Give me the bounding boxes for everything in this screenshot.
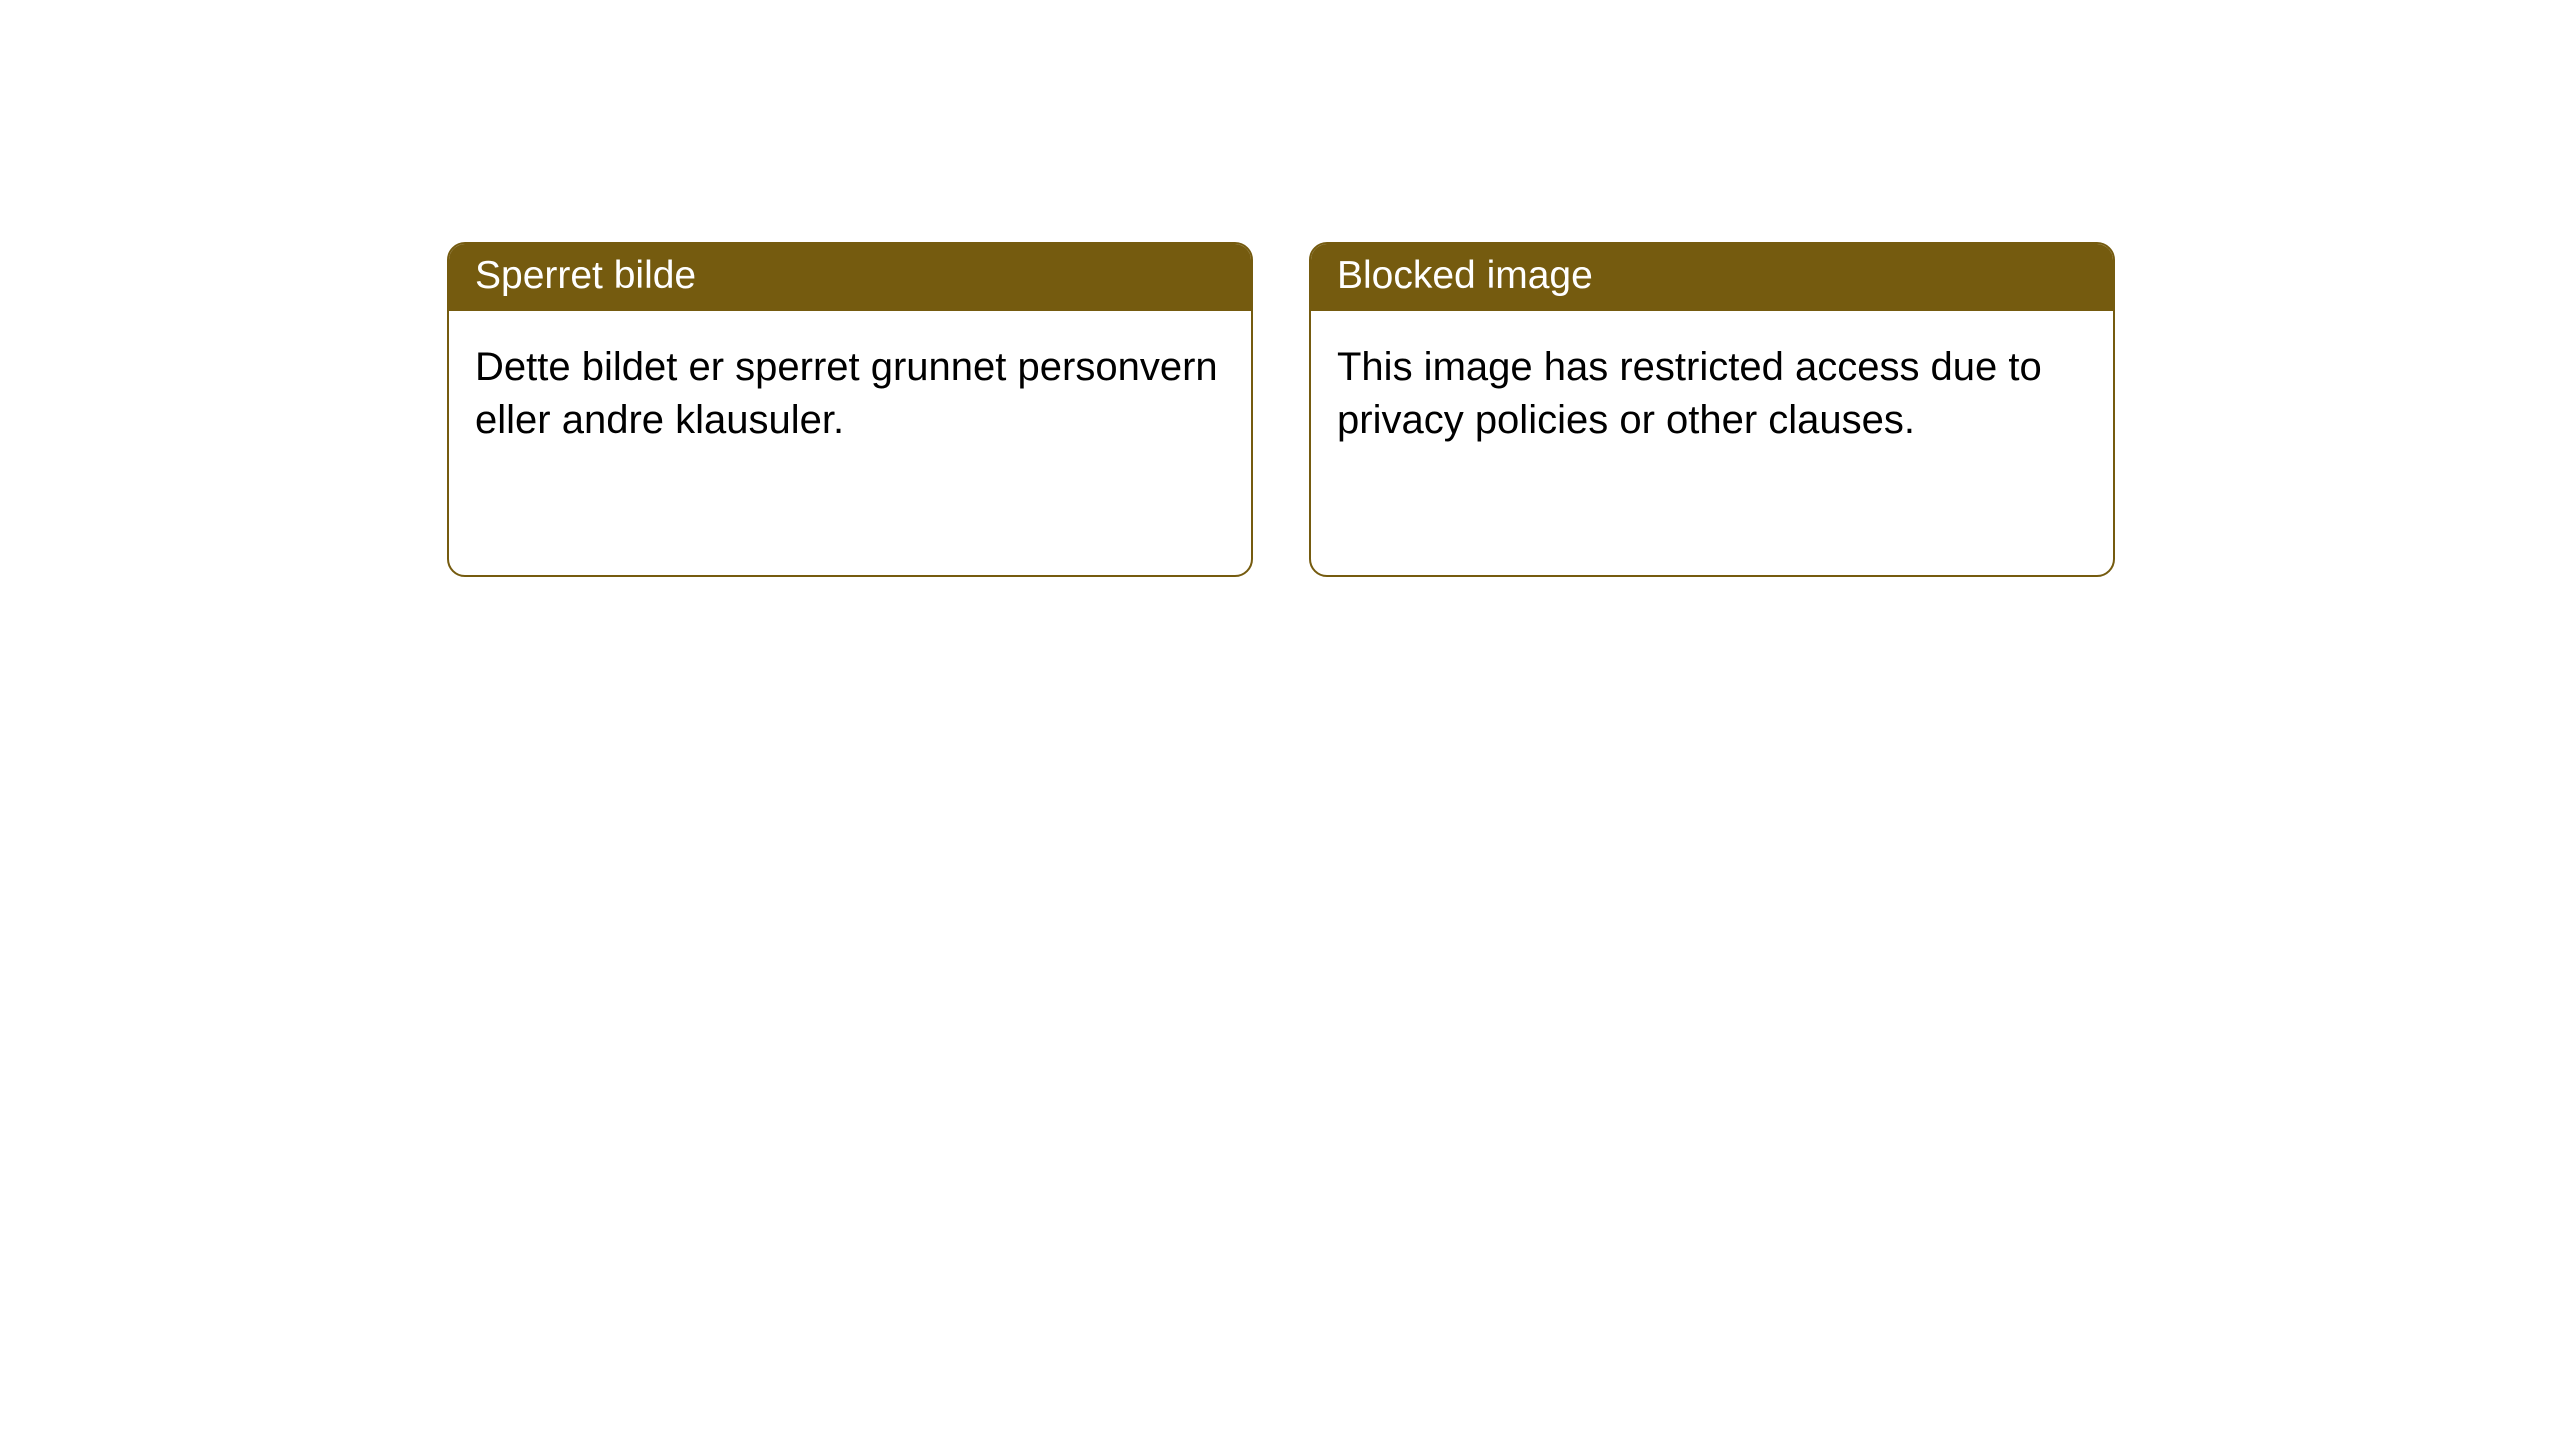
card-message: This image has restricted access due to …	[1337, 345, 2042, 442]
blocked-image-card-en: Blocked image This image has restricted …	[1309, 242, 2115, 577]
card-body: Dette bildet er sperret grunnet personve…	[449, 311, 1251, 477]
card-title: Blocked image	[1337, 254, 1593, 297]
card-message: Dette bildet er sperret grunnet personve…	[475, 345, 1218, 442]
card-title: Sperret bilde	[475, 254, 696, 297]
notice-cards-row: Sperret bilde Dette bildet er sperret gr…	[0, 0, 2560, 577]
card-header: Blocked image	[1311, 244, 2113, 311]
blocked-image-card-no: Sperret bilde Dette bildet er sperret gr…	[447, 242, 1253, 577]
card-header: Sperret bilde	[449, 244, 1251, 311]
card-body: This image has restricted access due to …	[1311, 311, 2113, 477]
